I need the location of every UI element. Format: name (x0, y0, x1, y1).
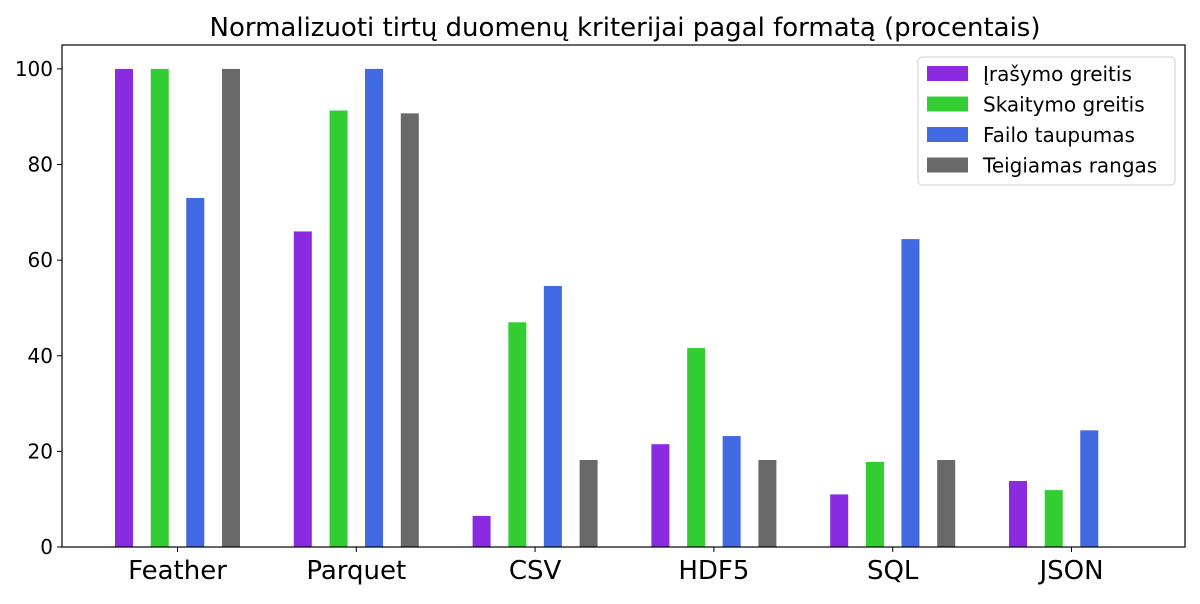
bar-feather-series-2 (150, 68, 169, 548)
legend-label: Failo taupumas (983, 123, 1135, 147)
legend-swatch (927, 127, 968, 142)
bar-feather-series-4 (222, 68, 240, 548)
legend-swatch (927, 157, 968, 173)
y-tick-label: 60 (28, 248, 53, 272)
legend-box (917, 56, 1176, 186)
legend: Įrašymo greitis Skaitymo greitis Failo tau… (917, 56, 1176, 186)
bar-sql-series-1 (830, 494, 849, 547)
bar-sql-series-4 (937, 459, 956, 547)
plot-area-frame (61, 44, 1186, 548)
y-tick-label: 100 (15, 57, 53, 81)
bar-feather-series-3 (186, 197, 205, 547)
legend-swatch (927, 66, 968, 81)
bar-sql-series-3 (901, 239, 920, 547)
y-tick-label: 20 (28, 439, 53, 463)
bar-parquet-series-2 (329, 110, 348, 547)
bar-csv-series-2 (508, 322, 527, 547)
x-tick-label: Feather (128, 556, 227, 586)
bar-parquet-series-3 (365, 68, 384, 548)
legend-label: Skaitymo greitis (983, 93, 1145, 117)
bar-csv-series-3 (543, 285, 562, 547)
x-tick-label: CSV (509, 556, 562, 586)
x-tick-label: Parquet (306, 556, 406, 586)
y-tick-label: 80 (28, 153, 53, 177)
bar-parquet-series-1 (293, 231, 312, 547)
bar-feather-series-1 (115, 68, 133, 548)
bar-hdf5-series-1 (651, 444, 670, 547)
bar-parquet-series-4 (400, 113, 419, 548)
bar-json-series-2 (1044, 490, 1063, 547)
x-tick-label: JSON (1037, 556, 1103, 586)
x-tick-label: SQL (867, 556, 919, 586)
bar-csv-series-4 (579, 459, 598, 547)
bar-hdf5-series-3 (722, 436, 741, 547)
bar-json-series-1 (1009, 481, 1027, 547)
bars-layer (115, 68, 1099, 548)
bar-csv-series-1 (472, 515, 491, 547)
bar-json-series-3 (1080, 430, 1099, 547)
bar-hdf5-series-4 (758, 459, 777, 547)
legend-swatch (927, 96, 968, 112)
axis-ticks: Feather Parquet CSV HDF5 SQL JSON 0 20 40 60 80 100 (15, 57, 1104, 586)
bar-hdf5-series-2 (687, 348, 706, 547)
chart-title: Normalizuoti tirtų duomenų kriterijai pa… (210, 13, 1041, 43)
legend-label: Teigiamas rangas (982, 154, 1157, 178)
x-tick-label: HDF5 (678, 556, 749, 586)
bar-sql-series-2 (865, 461, 884, 547)
y-tick-label: 0 (40, 535, 53, 559)
y-tick-label: 40 (28, 344, 53, 368)
legend-label: Įrašymo greitis (983, 62, 1132, 86)
